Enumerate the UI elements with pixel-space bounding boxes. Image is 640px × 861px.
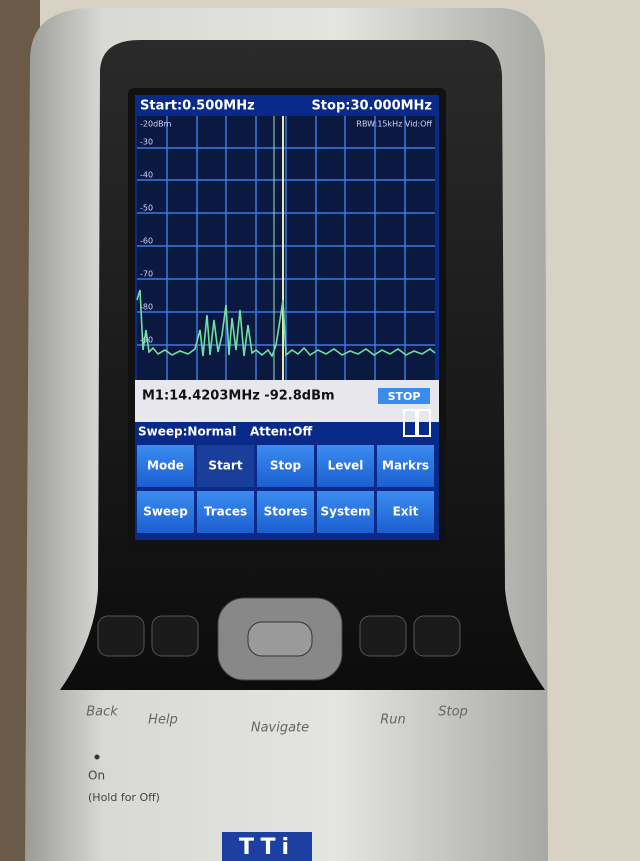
y-axis-label: -70 — [140, 270, 153, 279]
y-axis-label: -40 — [140, 171, 153, 180]
key-label: Run — [380, 713, 406, 728]
soft-button[interactable] — [197, 445, 254, 487]
soft-button[interactable] — [377, 445, 434, 487]
soft-button[interactable] — [137, 491, 194, 533]
stop-key[interactable] — [413, 615, 461, 657]
key-label: Navigate — [251, 721, 309, 736]
battery-icon — [417, 409, 431, 437]
ref-level: -20dBm — [140, 120, 172, 129]
power-led — [94, 754, 100, 760]
soft-button[interactable] — [317, 445, 374, 487]
grid — [137, 116, 435, 380]
spectrum-trace — [136, 289, 436, 358]
help-key[interactable] — [151, 615, 199, 657]
key-label: Help — [148, 713, 178, 728]
soft-button-label: Start — [208, 459, 242, 473]
logo-badge — [222, 832, 312, 861]
soft-button[interactable] — [137, 445, 194, 487]
soft-button[interactable] — [377, 491, 434, 533]
y-axis-label: -50 — [140, 204, 153, 213]
status: STOP — [388, 390, 421, 403]
stop-freq: Stop:30.000MHz — [311, 99, 432, 114]
soft-button-label: Exit — [393, 505, 419, 519]
y-axis-label: -90 — [140, 336, 153, 345]
logo: TTi — [239, 835, 295, 860]
sweep-setting: Sweep:Normal — [138, 425, 236, 439]
soft-button-label: Markrs — [382, 459, 429, 473]
status-badge — [378, 388, 430, 404]
nav-center[interactable] — [247, 621, 313, 657]
power-label: On — [88, 769, 105, 783]
y-axis-label: -80 — [140, 303, 153, 312]
start-freq: Start:0.500MHz — [140, 99, 255, 114]
home-key[interactable] — [97, 615, 145, 657]
soft-button-label: Stop — [270, 459, 302, 473]
soft-button[interactable] — [317, 491, 374, 533]
soft-button[interactable] — [257, 445, 314, 487]
soft-button[interactable] — [257, 491, 314, 533]
settings-bar — [135, 422, 439, 442]
bandwidth: RBW:15kHz Vid:Off — [356, 120, 432, 129]
y-axis-label: -60 — [140, 237, 153, 246]
soft-button-label: Level — [328, 459, 364, 473]
atten-setting: Atten:Off — [250, 425, 312, 439]
key-label: Back — [86, 705, 118, 720]
soft-button-label: Mode — [147, 459, 184, 473]
soft-button-label: System — [321, 505, 371, 519]
soft-button-label: Traces — [204, 505, 247, 519]
soft-button-label: Sweep — [143, 505, 188, 519]
y-axis-label: -30 — [140, 138, 153, 147]
run-key[interactable] — [359, 615, 407, 657]
marker-readout: M1:14.4203MHz -92.8dBm — [142, 389, 335, 404]
soft-button[interactable] — [197, 491, 254, 533]
key-label: Stop — [438, 705, 468, 720]
battery-icon — [403, 409, 417, 437]
power-hint: (Hold for Off) — [88, 791, 160, 804]
soft-button-label: Stores — [264, 505, 308, 519]
